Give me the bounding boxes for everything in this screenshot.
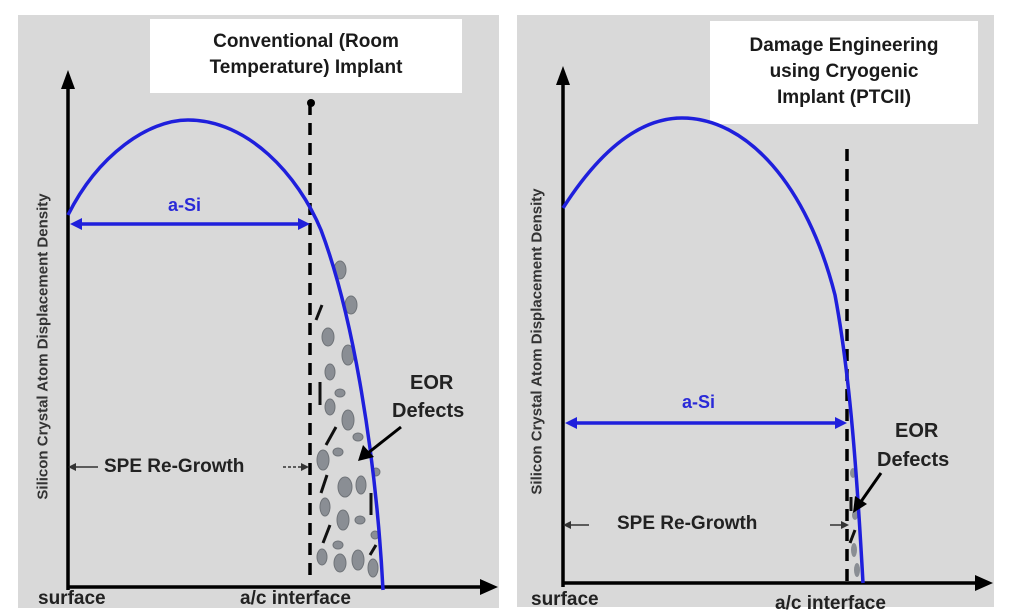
panel-cryogenic-implant: Damage Engineering using Cryogenic Impla…: [517, 15, 994, 614]
title-line-1: Conventional (Room: [213, 31, 399, 52]
spe-regrowth-label: SPE Re-Growth: [617, 513, 758, 534]
x-axis-interface-label: a/c interface: [775, 593, 886, 614]
x-axis-interface-label: a/c interface: [240, 588, 351, 609]
dislocation-marks: [848, 497, 857, 544]
a-si-arrow-right-icon: [298, 218, 310, 230]
panel-title-box: Conventional (Room Temperature) Implant: [150, 19, 462, 93]
defects-label: Defects: [877, 449, 950, 471]
a-si-arrow-left-icon: [565, 417, 577, 429]
y-axis-arrow-icon: [556, 66, 570, 85]
x-axis-arrow-icon: [975, 575, 993, 591]
eor-label: EOR: [410, 372, 454, 394]
y-axis-arrow-icon: [61, 70, 75, 89]
interface-dot-icon: [307, 99, 315, 107]
a-si-label: a-Si: [682, 392, 716, 412]
title-line-1: Damage Engineering: [749, 35, 939, 56]
spe-arrow-right-icon: [301, 463, 309, 471]
y-axis-label: Silicon Crystal Atom Displacement Densit…: [528, 188, 546, 495]
displacement-curve: [561, 116, 865, 584]
a-si-arrow-left-icon: [70, 218, 82, 230]
x-axis-surface-label: surface: [531, 589, 599, 610]
spe-regrowth-label: SPE Re-Growth: [104, 456, 245, 477]
a-si-label: a-Si: [168, 195, 202, 215]
diagram-cryogenic: [556, 66, 993, 591]
eor-pointer-arrow-icon: [358, 445, 374, 461]
panel-title-box: Damage Engineering using Cryogenic Impla…: [710, 21, 978, 124]
diagram-conventional: [61, 70, 498, 595]
eor-pointer-arrow-icon: [853, 496, 867, 513]
displacement-curve: [66, 118, 385, 591]
eor-pointer-arrow: [858, 472, 883, 504]
x-axis-surface-label: surface: [38, 588, 106, 609]
panel-conventional-implant: Conventional (Room Temperature) Implant: [18, 15, 499, 609]
title-line-2: Temperature) Implant: [209, 57, 403, 78]
y-axis-label: Silicon Crystal Atom Displacement Densit…: [34, 193, 52, 500]
eor-pointer-arrow: [367, 425, 402, 455]
eor-defects-band: [316, 260, 381, 578]
x-axis-arrow-icon: [480, 579, 498, 595]
title-line-2: using Cryogenic: [769, 61, 919, 82]
dislocation-marks: [314, 304, 378, 556]
spe-arrow-left-icon: [68, 463, 76, 471]
spe-arrow-left-icon: [563, 521, 571, 529]
eor-label: EOR: [895, 420, 939, 442]
spe-arrow-right-icon: [841, 521, 849, 529]
title-line-3: Implant (PTCII): [776, 87, 912, 108]
defects-label: Defects: [392, 400, 465, 422]
a-si-arrow-right-icon: [835, 417, 847, 429]
